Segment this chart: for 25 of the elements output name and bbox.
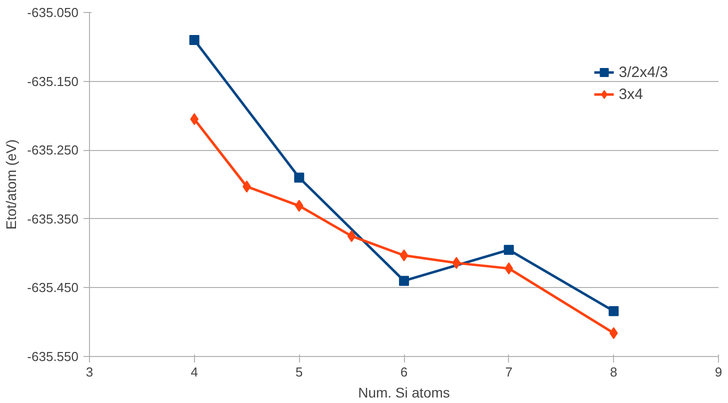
x-tick-label: 5 bbox=[296, 364, 303, 380]
y-tick-label: -635.050 bbox=[27, 5, 79, 20]
x-tick-label: 3 bbox=[86, 364, 94, 380]
y-tick-label: -635.250 bbox=[27, 142, 79, 158]
point bbox=[608, 306, 619, 316]
legend-label: 3/2x4/3 bbox=[618, 64, 668, 80]
point bbox=[347, 230, 356, 242]
x-tick-label: 8 bbox=[610, 364, 618, 380]
y-tick-label: -635.550 bbox=[27, 349, 79, 364]
point bbox=[399, 276, 409, 286]
x-tick-label: 6 bbox=[400, 364, 408, 380]
y-axis-title: Etot/atom (eV) bbox=[3, 139, 20, 230]
x-tick-label: 9 bbox=[714, 364, 722, 380]
point bbox=[452, 256, 461, 269]
y-tick-label: -635.350 bbox=[27, 211, 79, 226]
point bbox=[504, 244, 514, 255]
x-tick-label: 7 bbox=[505, 364, 512, 380]
x-tick-label: 4 bbox=[190, 364, 198, 380]
y-tick-label: -635.450 bbox=[27, 280, 79, 296]
x-axis-title: Num. Si atoms bbox=[358, 384, 450, 400]
point bbox=[294, 172, 304, 183]
y-tick-label: -635.150 bbox=[27, 74, 79, 89]
point bbox=[400, 249, 408, 262]
point bbox=[189, 35, 200, 46]
legend-label: 3x4 bbox=[618, 86, 643, 102]
